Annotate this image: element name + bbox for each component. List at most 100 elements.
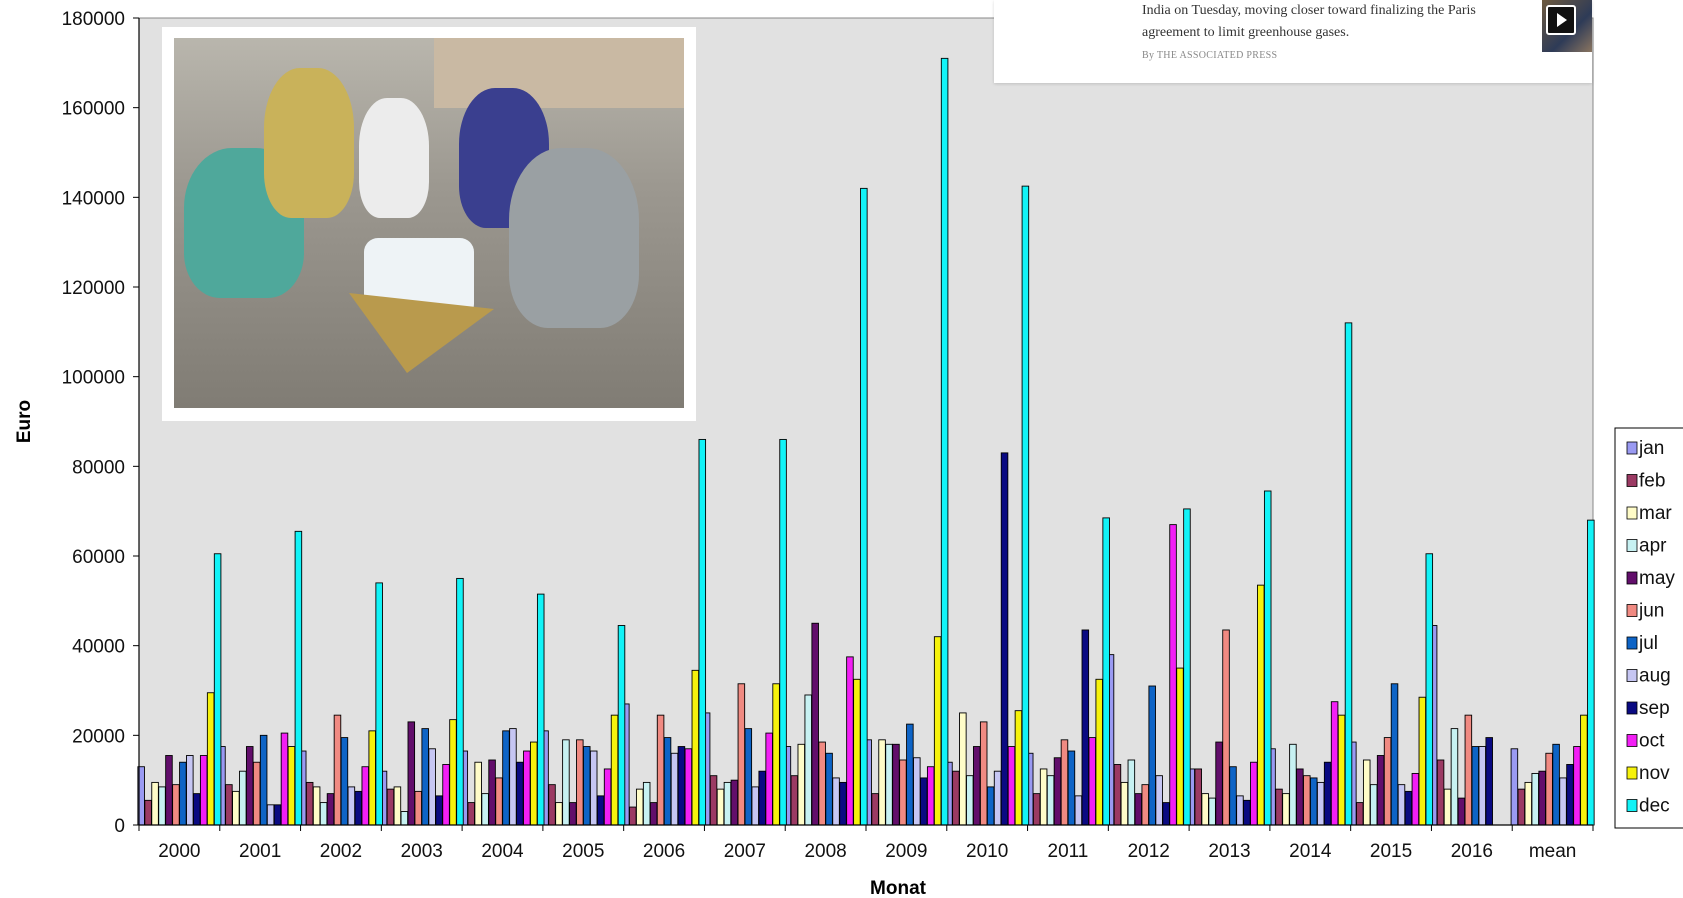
bar-dec-2000 — [213, 553, 222, 826]
bar-nov-2003 — [449, 719, 457, 826]
bar-sep-2010 — [1000, 452, 1009, 826]
bar-sep-2005 — [596, 795, 605, 826]
bar-feb-2003 — [386, 788, 395, 826]
bar-nov-2000 — [206, 692, 215, 826]
bar-oct-2004 — [523, 750, 531, 826]
bar-jul-2003 — [421, 728, 429, 826]
bar-mar-2002 — [312, 786, 321, 826]
bar-nov-2004 — [530, 741, 538, 826]
bar-mar-2005 — [555, 802, 563, 826]
x-tick-label: mean — [1529, 841, 1577, 862]
bar-may-2010 — [972, 746, 981, 826]
bar-dec-2014 — [1344, 322, 1353, 826]
bar-feb-2014 — [1275, 788, 1283, 826]
bar-oct-2005 — [603, 768, 612, 826]
play-icon[interactable] — [1546, 5, 1576, 35]
bar-oct-2002 — [361, 766, 370, 826]
bar-sep-2003 — [435, 795, 443, 826]
bar-apr-2002 — [319, 802, 328, 826]
bar-sep-2007 — [758, 770, 766, 826]
bar-oct-2003 — [442, 764, 450, 826]
x-tick-label: 2009 — [885, 841, 927, 862]
bar-feb-mean — [1517, 788, 1526, 826]
legend-swatch-sep — [1626, 701, 1638, 715]
legend-label-nov: nov — [1639, 763, 1670, 784]
bar-may-2011 — [1053, 757, 1062, 826]
legend-label-feb: feb — [1639, 471, 1665, 492]
bar-dec-mean — [1587, 519, 1595, 826]
x-axis-title: Monat — [870, 878, 927, 898]
x-tick-label: 2016 — [1451, 841, 1493, 862]
legend-swatch-dec — [1626, 799, 1638, 812]
bar-aug-2007 — [751, 786, 760, 826]
legend-swatch-feb — [1626, 474, 1638, 487]
bar-jul-2002 — [340, 737, 349, 826]
bar-aug-2005 — [589, 750, 598, 826]
bar-aug-2013 — [1236, 795, 1244, 826]
y-axis-title: Euro — [14, 400, 35, 443]
x-tick-label: 2001 — [239, 841, 281, 862]
bar-aug-2011 — [1074, 795, 1083, 826]
bar-aug-2009 — [913, 757, 921, 826]
bar-jun-2013 — [1222, 629, 1230, 826]
bar-feb-2007 — [709, 775, 718, 826]
bar-jun-2008 — [818, 741, 826, 826]
bar-mar-2014 — [1282, 793, 1290, 826]
bar-may-2009 — [892, 743, 900, 826]
bar-dec-2012 — [1183, 508, 1191, 826]
bar-dec-2007 — [779, 438, 787, 826]
bar-jul-mean — [1552, 743, 1560, 826]
bar-may-2001 — [245, 746, 254, 826]
x-tick-label: 2002 — [320, 841, 362, 862]
bar-sep-2000 — [193, 793, 201, 826]
bar-oct-2006 — [684, 748, 693, 826]
bar-jun-2005 — [576, 739, 584, 826]
legend-label-jun: jun — [1638, 601, 1664, 622]
bar-jul-2010 — [986, 786, 995, 826]
bar-dec-2004 — [536, 593, 545, 826]
bar-aug-2012 — [1155, 775, 1163, 826]
news-card[interactable]: India on Tuesday, moving closer toward f… — [994, 0, 1592, 83]
x-tick-label: 2015 — [1370, 841, 1412, 862]
bar-apr-2007 — [723, 781, 732, 826]
bar-may-2013 — [1215, 741, 1223, 826]
y-tick-label: 120000 — [62, 278, 125, 299]
bar-may-2007 — [730, 779, 739, 826]
bar-nov-mean — [1580, 714, 1588, 826]
bar-dec-2010 — [1021, 185, 1030, 826]
bar-may-2008 — [811, 622, 819, 826]
y-tick-label: 80000 — [72, 457, 125, 478]
bar-sep-2016 — [1485, 737, 1493, 826]
legend-label-jan: jan — [1638, 438, 1664, 459]
bar-mar-2013 — [1201, 793, 1209, 826]
bar-feb-2002 — [305, 781, 314, 826]
bar-aug-2016 — [1478, 746, 1487, 826]
bar-jun-2006 — [656, 714, 665, 826]
bar-apr-2011 — [1046, 775, 1055, 826]
news-thumbnail[interactable] — [1542, 0, 1592, 52]
bar-apr-2010 — [966, 775, 974, 826]
bar-dec-2003 — [456, 577, 464, 826]
legend-label-sep: sep — [1639, 698, 1670, 719]
bar-sep-2004 — [516, 761, 524, 826]
bar-apr-2012 — [1127, 759, 1136, 826]
bar-oct-2007 — [765, 732, 773, 826]
bar-jun-2004 — [495, 777, 503, 826]
bar-feb-2011 — [1032, 793, 1041, 826]
x-tick-label: 2007 — [724, 841, 766, 862]
bar-sep-2013 — [1243, 799, 1251, 826]
legend-swatch-apr — [1626, 539, 1638, 552]
bar-mar-2015 — [1362, 759, 1371, 826]
news-byline: By THE ASSOCIATED PRESS — [1142, 50, 1278, 61]
bar-jul-2007 — [744, 728, 753, 826]
bar-nov-2002 — [368, 730, 376, 826]
bar-may-2012 — [1134, 793, 1143, 826]
bar-apr-2015 — [1369, 784, 1378, 826]
x-tick-label: 2000 — [158, 841, 200, 862]
bar-mar-2011 — [1039, 768, 1048, 826]
legend-swatch-jun — [1626, 604, 1638, 617]
bar-jun-2003 — [414, 790, 422, 826]
bar-sep-mean — [1566, 764, 1574, 826]
x-tick-label: 2004 — [481, 841, 524, 862]
